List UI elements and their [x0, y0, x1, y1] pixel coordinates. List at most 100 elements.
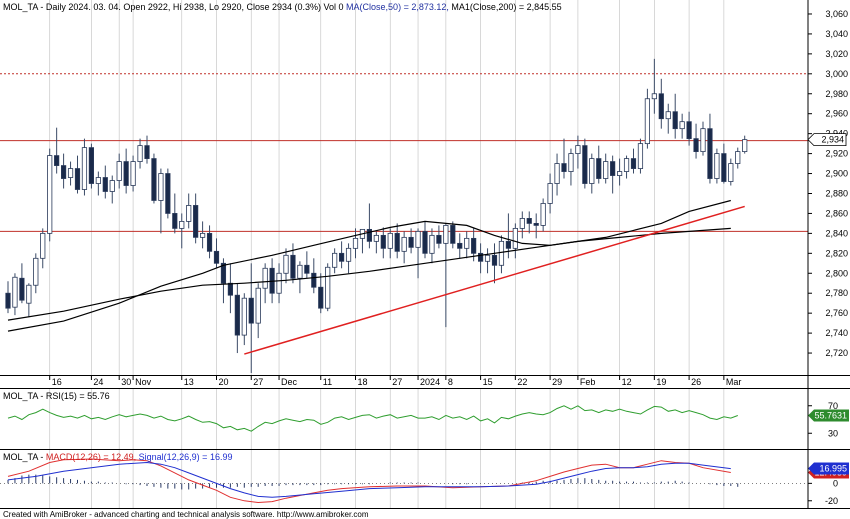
candle — [318, 273, 324, 314]
candle-body-up — [554, 163, 560, 184]
candle — [617, 158, 623, 186]
candle — [728, 158, 734, 186]
candle-body-down — [561, 163, 567, 172]
candle-body-up — [589, 158, 595, 184]
candle — [457, 233, 463, 259]
date-tick-label: 8 — [448, 377, 453, 387]
candle-body-down — [394, 232, 400, 252]
candle — [568, 148, 574, 186]
date-tick-label: 29 — [552, 377, 562, 387]
candle-body-down — [457, 242, 463, 249]
candle — [165, 168, 171, 219]
candle-body-up — [325, 266, 331, 309]
candle-body-down — [193, 205, 199, 238]
candle-body-up — [199, 232, 206, 238]
candle — [491, 243, 498, 284]
price-tick-label: 2,760 — [825, 308, 848, 318]
candle-body-down — [505, 240, 512, 249]
candle-body-down — [630, 158, 637, 169]
candle-body-up — [95, 177, 101, 184]
candle — [415, 228, 421, 279]
candle — [297, 261, 303, 294]
macd-tick-label: 0 — [833, 478, 838, 488]
candle-body-up — [158, 173, 164, 201]
candle — [144, 135, 150, 164]
candle — [74, 155, 81, 194]
candle — [61, 153, 67, 189]
candle-body-down — [5, 292, 11, 309]
candle — [700, 121, 706, 156]
candle-body-down — [227, 282, 233, 296]
price-tick-label: 3,060 — [825, 9, 848, 19]
candle-body-down — [533, 223, 539, 226]
candle-body-up — [387, 232, 393, 249]
candle — [345, 243, 352, 274]
candle — [693, 123, 699, 159]
candle-body-down — [380, 234, 386, 249]
candle — [352, 228, 359, 259]
candle — [498, 235, 505, 274]
candle-body-up — [519, 218, 525, 229]
date-tick-label: 24 — [93, 377, 103, 387]
candle-body-down — [366, 228, 373, 242]
macd-axis: 0-2012.493916.995 — [808, 462, 849, 506]
candle — [714, 148, 720, 184]
candle — [262, 263, 268, 304]
candle-body-down — [672, 111, 678, 130]
date-tick-label: 27 — [392, 377, 402, 387]
candle — [102, 165, 108, 199]
price-tick-label: 2,920 — [825, 149, 848, 159]
candle-body-down — [88, 147, 94, 184]
candle — [81, 138, 88, 196]
candle — [130, 155, 136, 192]
date-tick-label: Dec — [281, 377, 298, 387]
candle — [304, 251, 310, 279]
rsi-panel[interactable] — [0, 389, 808, 449]
candle — [116, 153, 122, 189]
candle — [707, 113, 713, 184]
candle — [227, 263, 233, 314]
signal-value-label: 16.995 — [808, 462, 849, 475]
date-tick-label: 12 — [622, 377, 632, 387]
macd-panel[interactable] — [0, 450, 808, 508]
candle-body-up — [26, 284, 32, 304]
price-axis: 3,0603,0403,0203,0002,9802,9602,9402,920… — [807, 9, 848, 358]
candle — [679, 113, 685, 139]
candle-body-down — [206, 232, 213, 252]
candle-body-up — [297, 264, 303, 279]
rsi-grid — [49, 389, 725, 449]
support-trendline[interactable] — [244, 205, 745, 355]
candle-body-down — [686, 121, 692, 140]
candle — [186, 193, 192, 229]
candle — [589, 153, 595, 194]
macd-series — [7, 458, 731, 504]
candle — [721, 143, 727, 184]
candle-body-down — [165, 173, 171, 214]
price-tick-label: 3,020 — [825, 49, 848, 59]
candle-body-down — [658, 93, 664, 120]
candle — [332, 248, 338, 274]
price-panel[interactable] — [0, 0, 808, 375]
candle — [742, 135, 748, 154]
candle-body-up — [12, 276, 18, 308]
candle — [651, 58, 657, 114]
candle-body-down — [74, 168, 81, 190]
candle-body-up — [401, 236, 407, 252]
candle-body-down — [471, 237, 477, 254]
date-tick-label: 18 — [358, 377, 368, 387]
candle — [540, 198, 546, 232]
candle — [95, 171, 101, 196]
candle-body-up — [40, 232, 46, 259]
date-tick-label: Mar — [726, 377, 742, 387]
candle-body-down — [450, 224, 456, 244]
candle-body-up — [47, 155, 53, 234]
candle-body-down — [338, 252, 345, 262]
ma200-line — [7, 227, 731, 321]
date-tick-label: 19 — [656, 377, 666, 387]
candle — [408, 228, 414, 254]
date-tick-label: 22 — [517, 377, 527, 387]
candle — [67, 161, 74, 186]
candle — [33, 253, 39, 294]
candle-body-up — [617, 171, 623, 176]
